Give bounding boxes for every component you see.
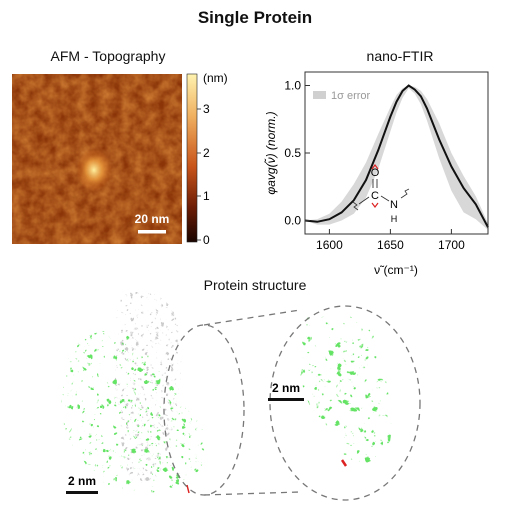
- protein-structure-panel: 2 nm 2 nm: [61, 292, 421, 501]
- amide-n: N: [390, 199, 398, 211]
- amide-inset: O C N H: [352, 164, 410, 224]
- spectrum-line: [304, 84, 489, 228]
- y-axis-label: φavg(ν̃) (norm.): [263, 111, 278, 194]
- page-title: Single Protein: [197, 8, 313, 27]
- y-tick-label: 0.5: [284, 146, 301, 160]
- ftir-title: nano-FTIR: [366, 48, 434, 64]
- afm-scalebar: [138, 230, 166, 234]
- afm-colorbar-unit: (nm): [203, 71, 228, 85]
- structure-title: Protein structure: [203, 277, 307, 293]
- x-tick-label: 1650: [377, 238, 404, 252]
- x-tick-label: 1700: [438, 238, 465, 252]
- afm-colorbar-tick: 3: [203, 102, 210, 116]
- legend-label: 1σ error: [331, 90, 371, 102]
- protein-spot: [76, 148, 112, 192]
- afm-colorbar-tick: 1: [203, 189, 210, 203]
- scalebar-right: [268, 398, 304, 401]
- error-band: [305, 85, 488, 230]
- red-arrow-up: [371, 164, 379, 170]
- afm-colorbar-tick: 0: [203, 233, 210, 247]
- scalebar-label-left: 2 nm: [68, 474, 96, 488]
- afm-title: AFM - Topography: [50, 48, 166, 64]
- red-marker-left: [186, 484, 190, 494]
- afm-panel: 20 nm (nm) 3 2 1 0: [12, 71, 228, 247]
- afm-scalebar-label: 20 nm: [135, 212, 170, 226]
- zoom-connector-top: [203, 309, 301, 326]
- scalebar-label-right: 2 nm: [272, 381, 300, 395]
- ftir-chart: 1600 1650 1700 0.0 0.5 1.0 1σ error φavg(ν̃) …: [263, 71, 489, 277]
- afm-colorbar: [186, 73, 198, 243]
- y-tick-label: 0.0: [284, 214, 301, 228]
- scalebar-left: [66, 491, 98, 494]
- amide-o: O: [371, 167, 380, 179]
- amide-c: C: [371, 190, 379, 202]
- legend-swatch: [313, 91, 326, 99]
- red-marker-right: [340, 459, 348, 467]
- y-tick-label: 1.0: [284, 79, 301, 93]
- zoom-ellipse-large: [269, 305, 421, 501]
- red-arrow-down: [371, 202, 379, 208]
- x-tick-label: 1600: [316, 238, 343, 252]
- zoom-connector-bottom: [203, 491, 301, 496]
- afm-colorbar-tick: 2: [203, 146, 210, 160]
- protein-green-domain-zoomed: [297, 312, 392, 463]
- amide-h: H: [391, 214, 398, 224]
- x-axis-label: ν̃ (cm⁻¹): [374, 263, 418, 277]
